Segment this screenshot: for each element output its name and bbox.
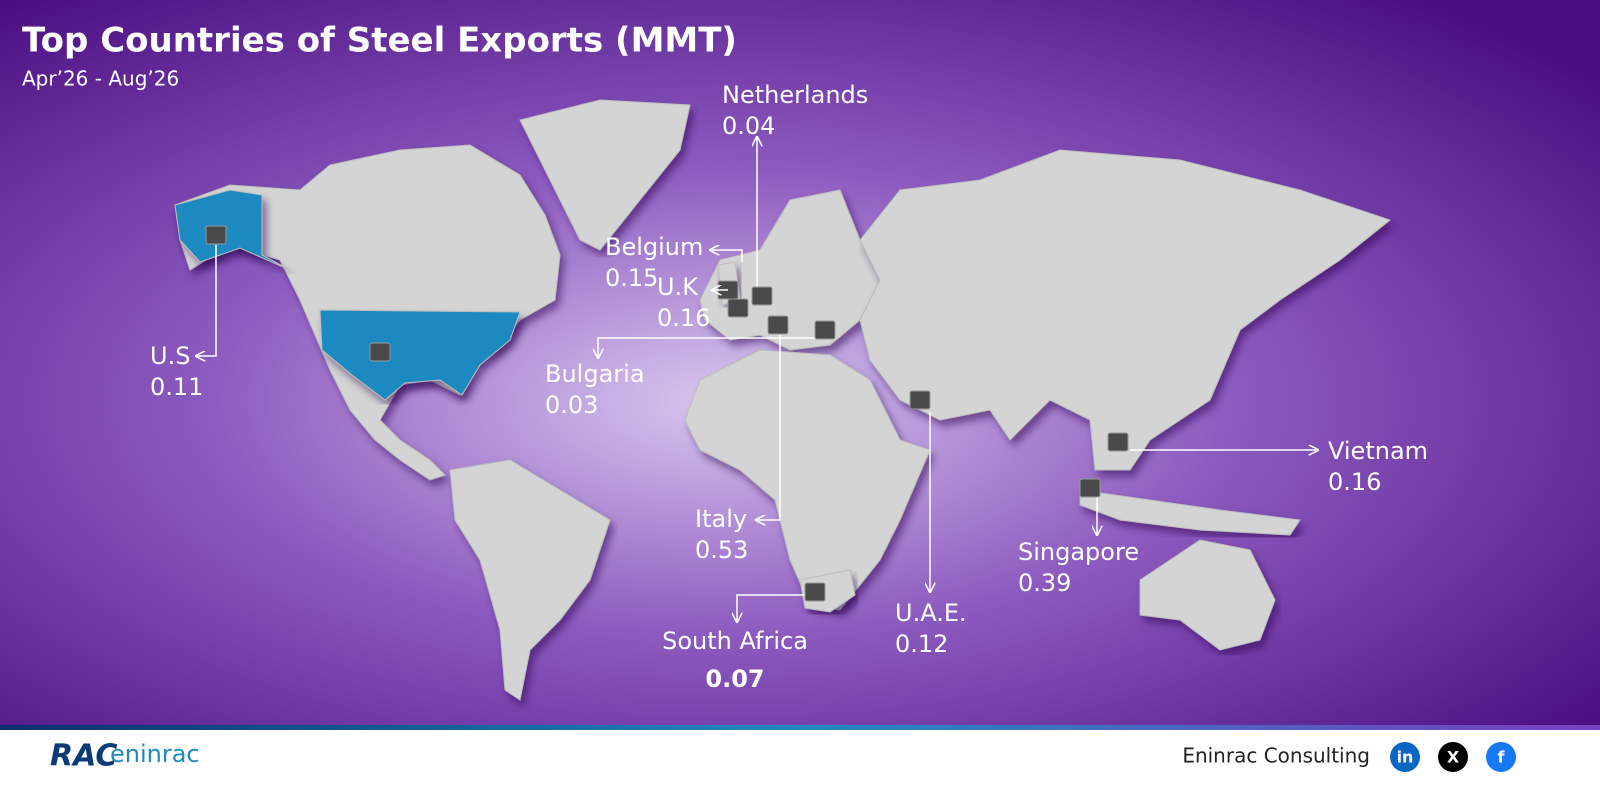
social-icon-label[interactable]: f <box>1498 748 1506 767</box>
leader-line <box>737 594 805 622</box>
leader-line <box>710 250 743 262</box>
country-name: U.K <box>657 273 699 301</box>
country-value: 0.53 <box>695 536 748 564</box>
usa <box>319 309 521 401</box>
country-value: 0.16 <box>657 304 710 332</box>
country-value: 0.07 <box>705 665 764 693</box>
country-name: Singapore <box>1018 538 1139 566</box>
country-value: 0.12 <box>895 630 948 658</box>
country-value: 0.11 <box>150 373 203 401</box>
leader-line <box>598 337 818 358</box>
australia <box>1139 539 1276 651</box>
asia <box>859 149 1392 471</box>
country-name: Italy <box>695 505 747 533</box>
country-name: South Africa <box>662 627 808 655</box>
title: Top Countries of Steel Exports (MMT) <box>22 21 737 61</box>
steel-marker <box>909 390 931 410</box>
country-value: 0.39 <box>1018 569 1071 597</box>
social-icon[interactable] <box>1438 742 1468 772</box>
steel-marker <box>751 286 773 306</box>
social-icon[interactable] <box>1390 742 1420 772</box>
country-value: 0.16 <box>1328 468 1381 496</box>
country-name: U.A.E. <box>895 599 967 627</box>
subtitle: Apr’26 - Aug’26 <box>22 67 179 91</box>
steel-marker <box>767 315 789 335</box>
africa <box>684 349 931 611</box>
leader-line <box>756 335 781 520</box>
steel-marker <box>727 298 749 318</box>
indonesia <box>1079 489 1301 536</box>
country-name: Vietnam <box>1328 437 1428 465</box>
steel-marker <box>205 225 227 245</box>
alaska <box>174 189 291 271</box>
logo-text: eninrac <box>110 740 200 768</box>
steel-marker <box>814 320 836 340</box>
country-labels: Netherlands 0.04 Belgium 0.15U.K 0.16 U.S 0.11… <box>150 81 1428 693</box>
country-value: 0.15 <box>605 264 658 292</box>
south-america <box>449 459 611 701</box>
leader-line <box>196 245 217 356</box>
steel-marker <box>1107 432 1129 452</box>
country-name: Bulgaria <box>545 360 645 388</box>
company-name: Eninrac Consulting <box>1182 744 1370 768</box>
country-name: Belgium <box>605 233 703 261</box>
social-icon-label[interactable]: in <box>1397 748 1414 767</box>
logo-mark: RAC <box>50 739 117 774</box>
country-value: 0.03 <box>545 391 598 419</box>
country-value: 0.04 <box>722 112 775 140</box>
steel-marker <box>1079 478 1101 498</box>
greenland <box>519 99 691 251</box>
social-icon[interactable] <box>1486 742 1516 772</box>
divider <box>0 725 1600 730</box>
steel-marker <box>804 582 826 602</box>
footer <box>0 730 1600 800</box>
social-icon-label[interactable]: X <box>1447 748 1460 767</box>
steel-marker <box>369 342 391 362</box>
country-name: Netherlands <box>722 81 868 109</box>
country-name: U.S <box>150 342 190 370</box>
